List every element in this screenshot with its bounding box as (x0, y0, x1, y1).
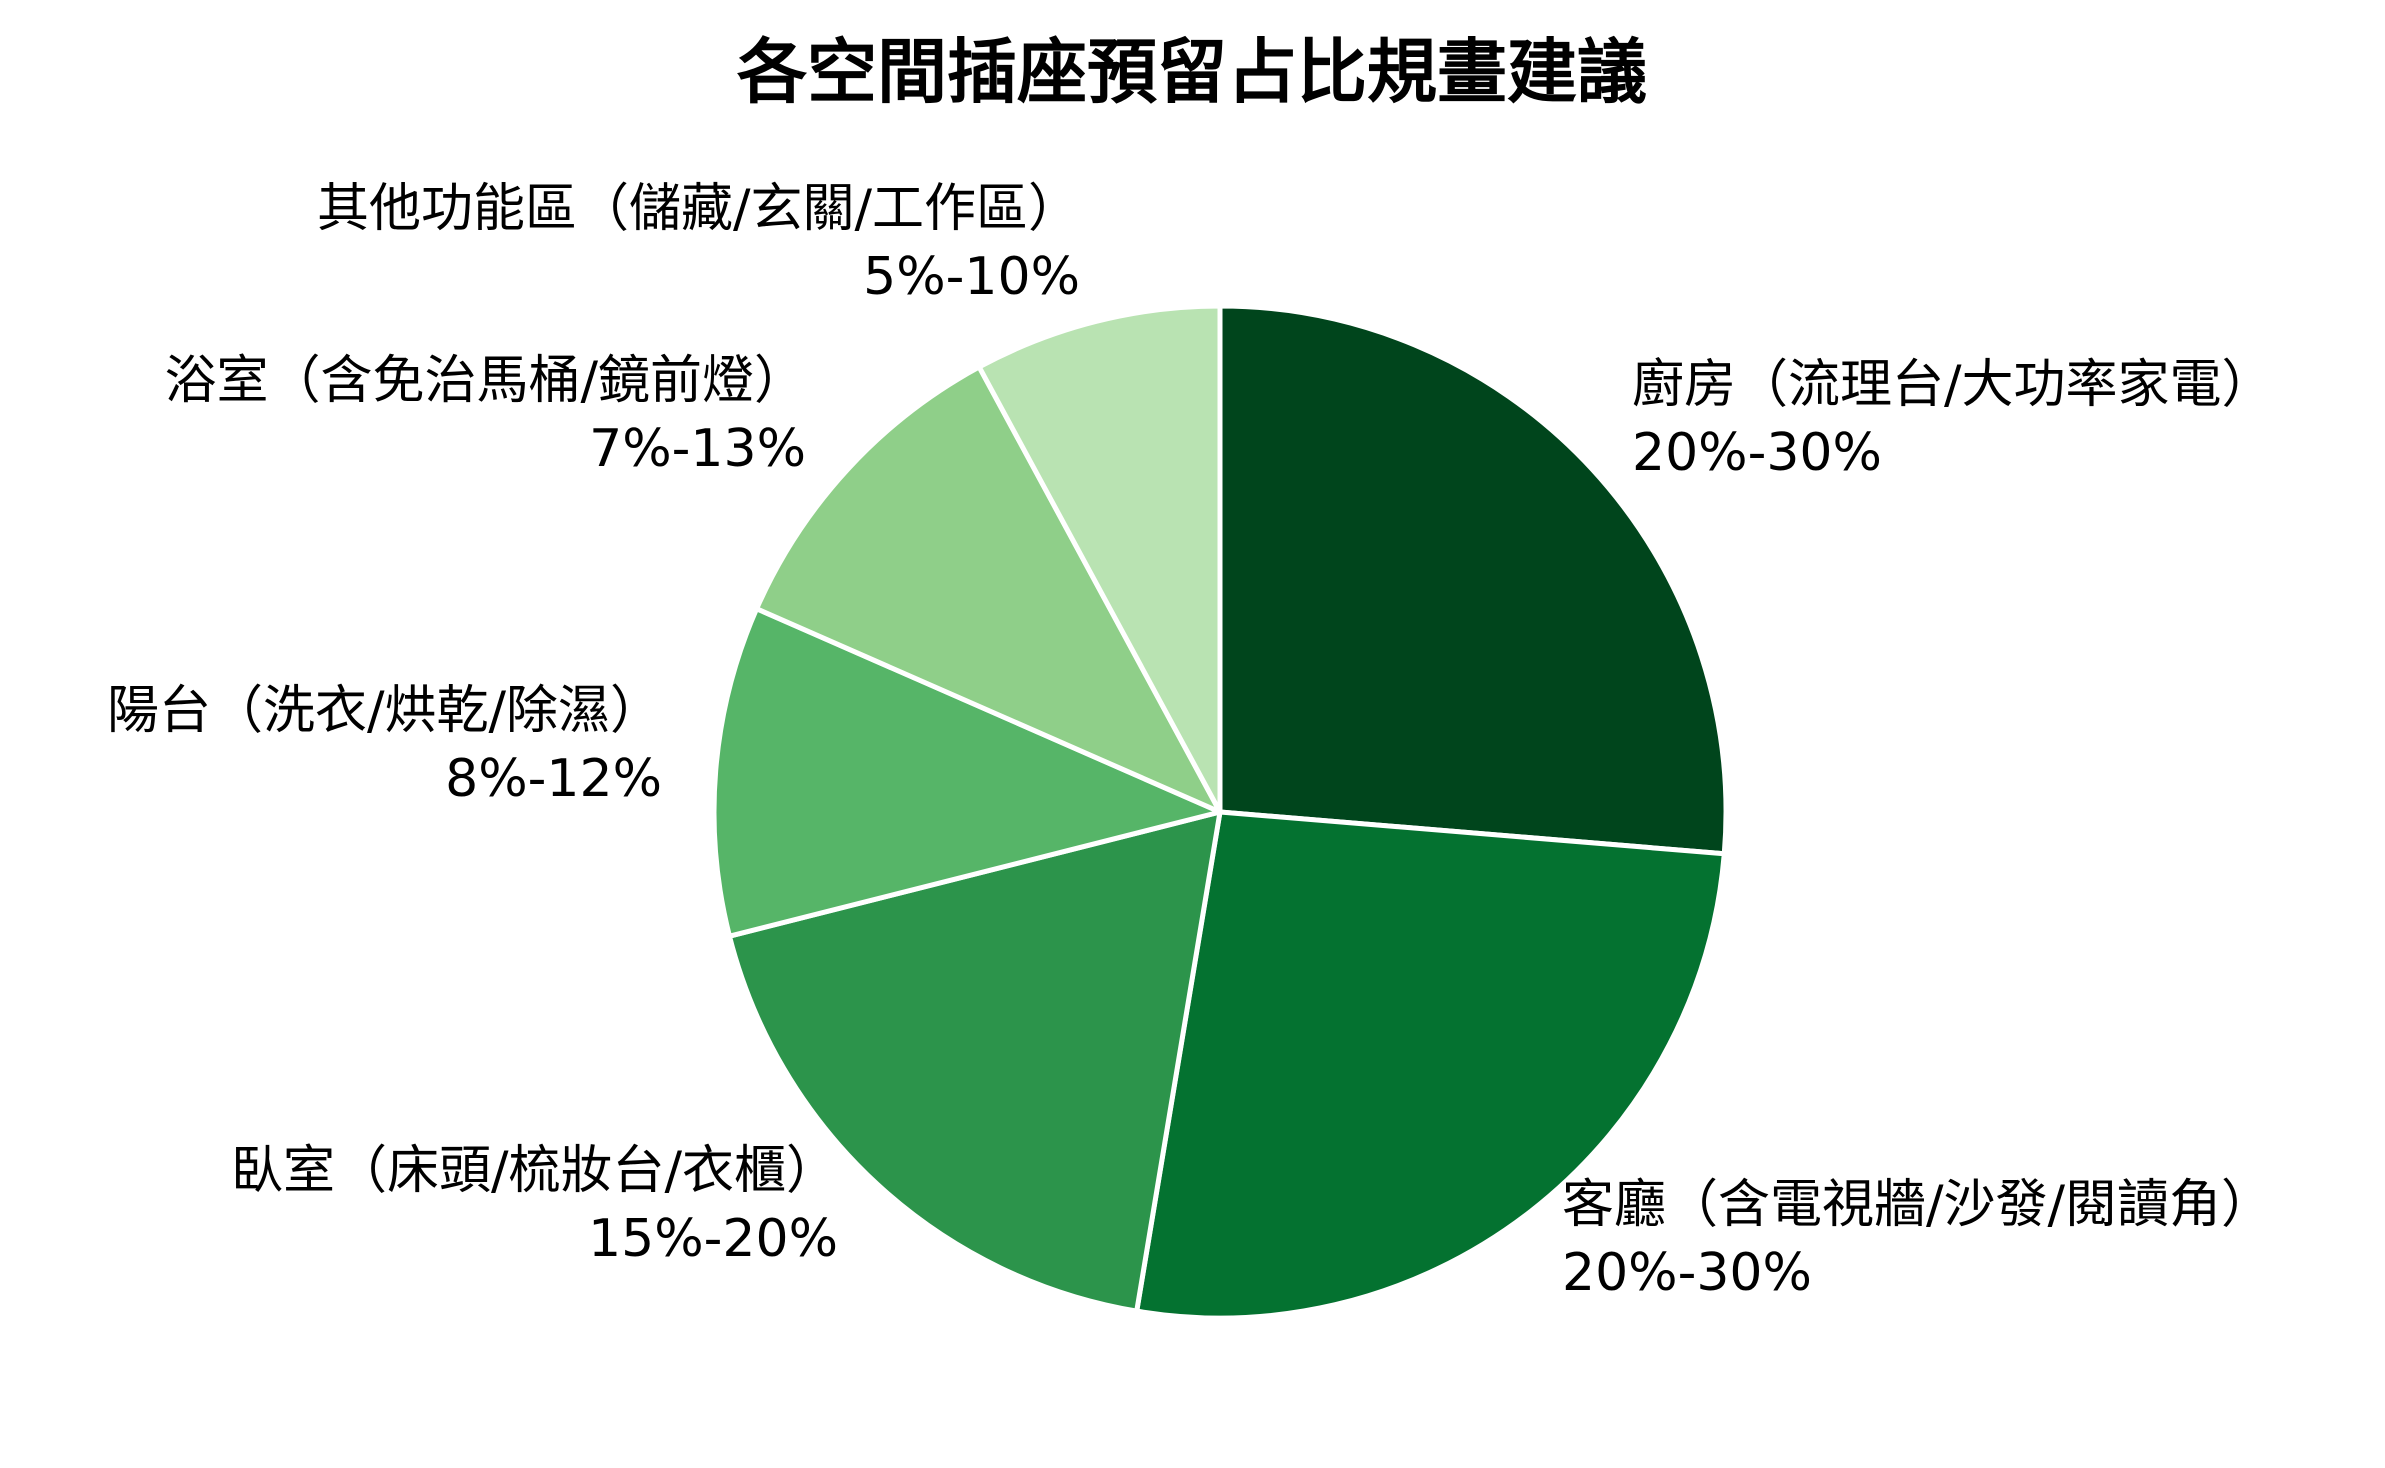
pie-labels: 廚房（流理台/大功率家電） 20%-30% 客廳（含電視牆/沙發/閱讀角） 20%-3… (107, 179, 2274, 1303)
pie-slice-5 (754, 364, 1223, 815)
slice-range-4: 8%-12% (445, 749, 662, 809)
pie-slice-2 (1134, 809, 1727, 1321)
pie-slice-6 (976, 303, 1223, 815)
pie-slice-4 (711, 606, 1223, 939)
slice-label-2: 客廳（含電視牆/沙發/閱讀角） (1562, 1175, 2273, 1235)
pie-slice-3 (726, 809, 1223, 1314)
slice-range-3: 15%-20% (588, 1209, 838, 1269)
slice-label-1: 廚房（流理台/大功率家電） (1632, 355, 2274, 415)
pie-slices (711, 303, 1729, 1321)
slice-label-5: 浴室（含免治馬桶/鏡前燈） (164, 351, 806, 411)
slice-label-3: 臥室（床頭/梳妝台/衣櫃） (231, 1141, 838, 1201)
slice-range-1: 20%-30% (1632, 423, 1882, 483)
slice-label-6: 其他功能區（儲藏/玄關/工作區） (317, 179, 1080, 239)
slice-range-6: 5%-10% (863, 247, 1080, 307)
chart-title: 各空間插座預留占比規畫建議 (737, 31, 1647, 113)
slice-range-5: 7%-13% (589, 419, 806, 479)
pie-slice-1 (1217, 303, 1729, 857)
slice-range-2: 20%-30% (1562, 1243, 1812, 1303)
slice-label-4: 陽台（洗衣/烘乾/除濕） (107, 681, 662, 741)
